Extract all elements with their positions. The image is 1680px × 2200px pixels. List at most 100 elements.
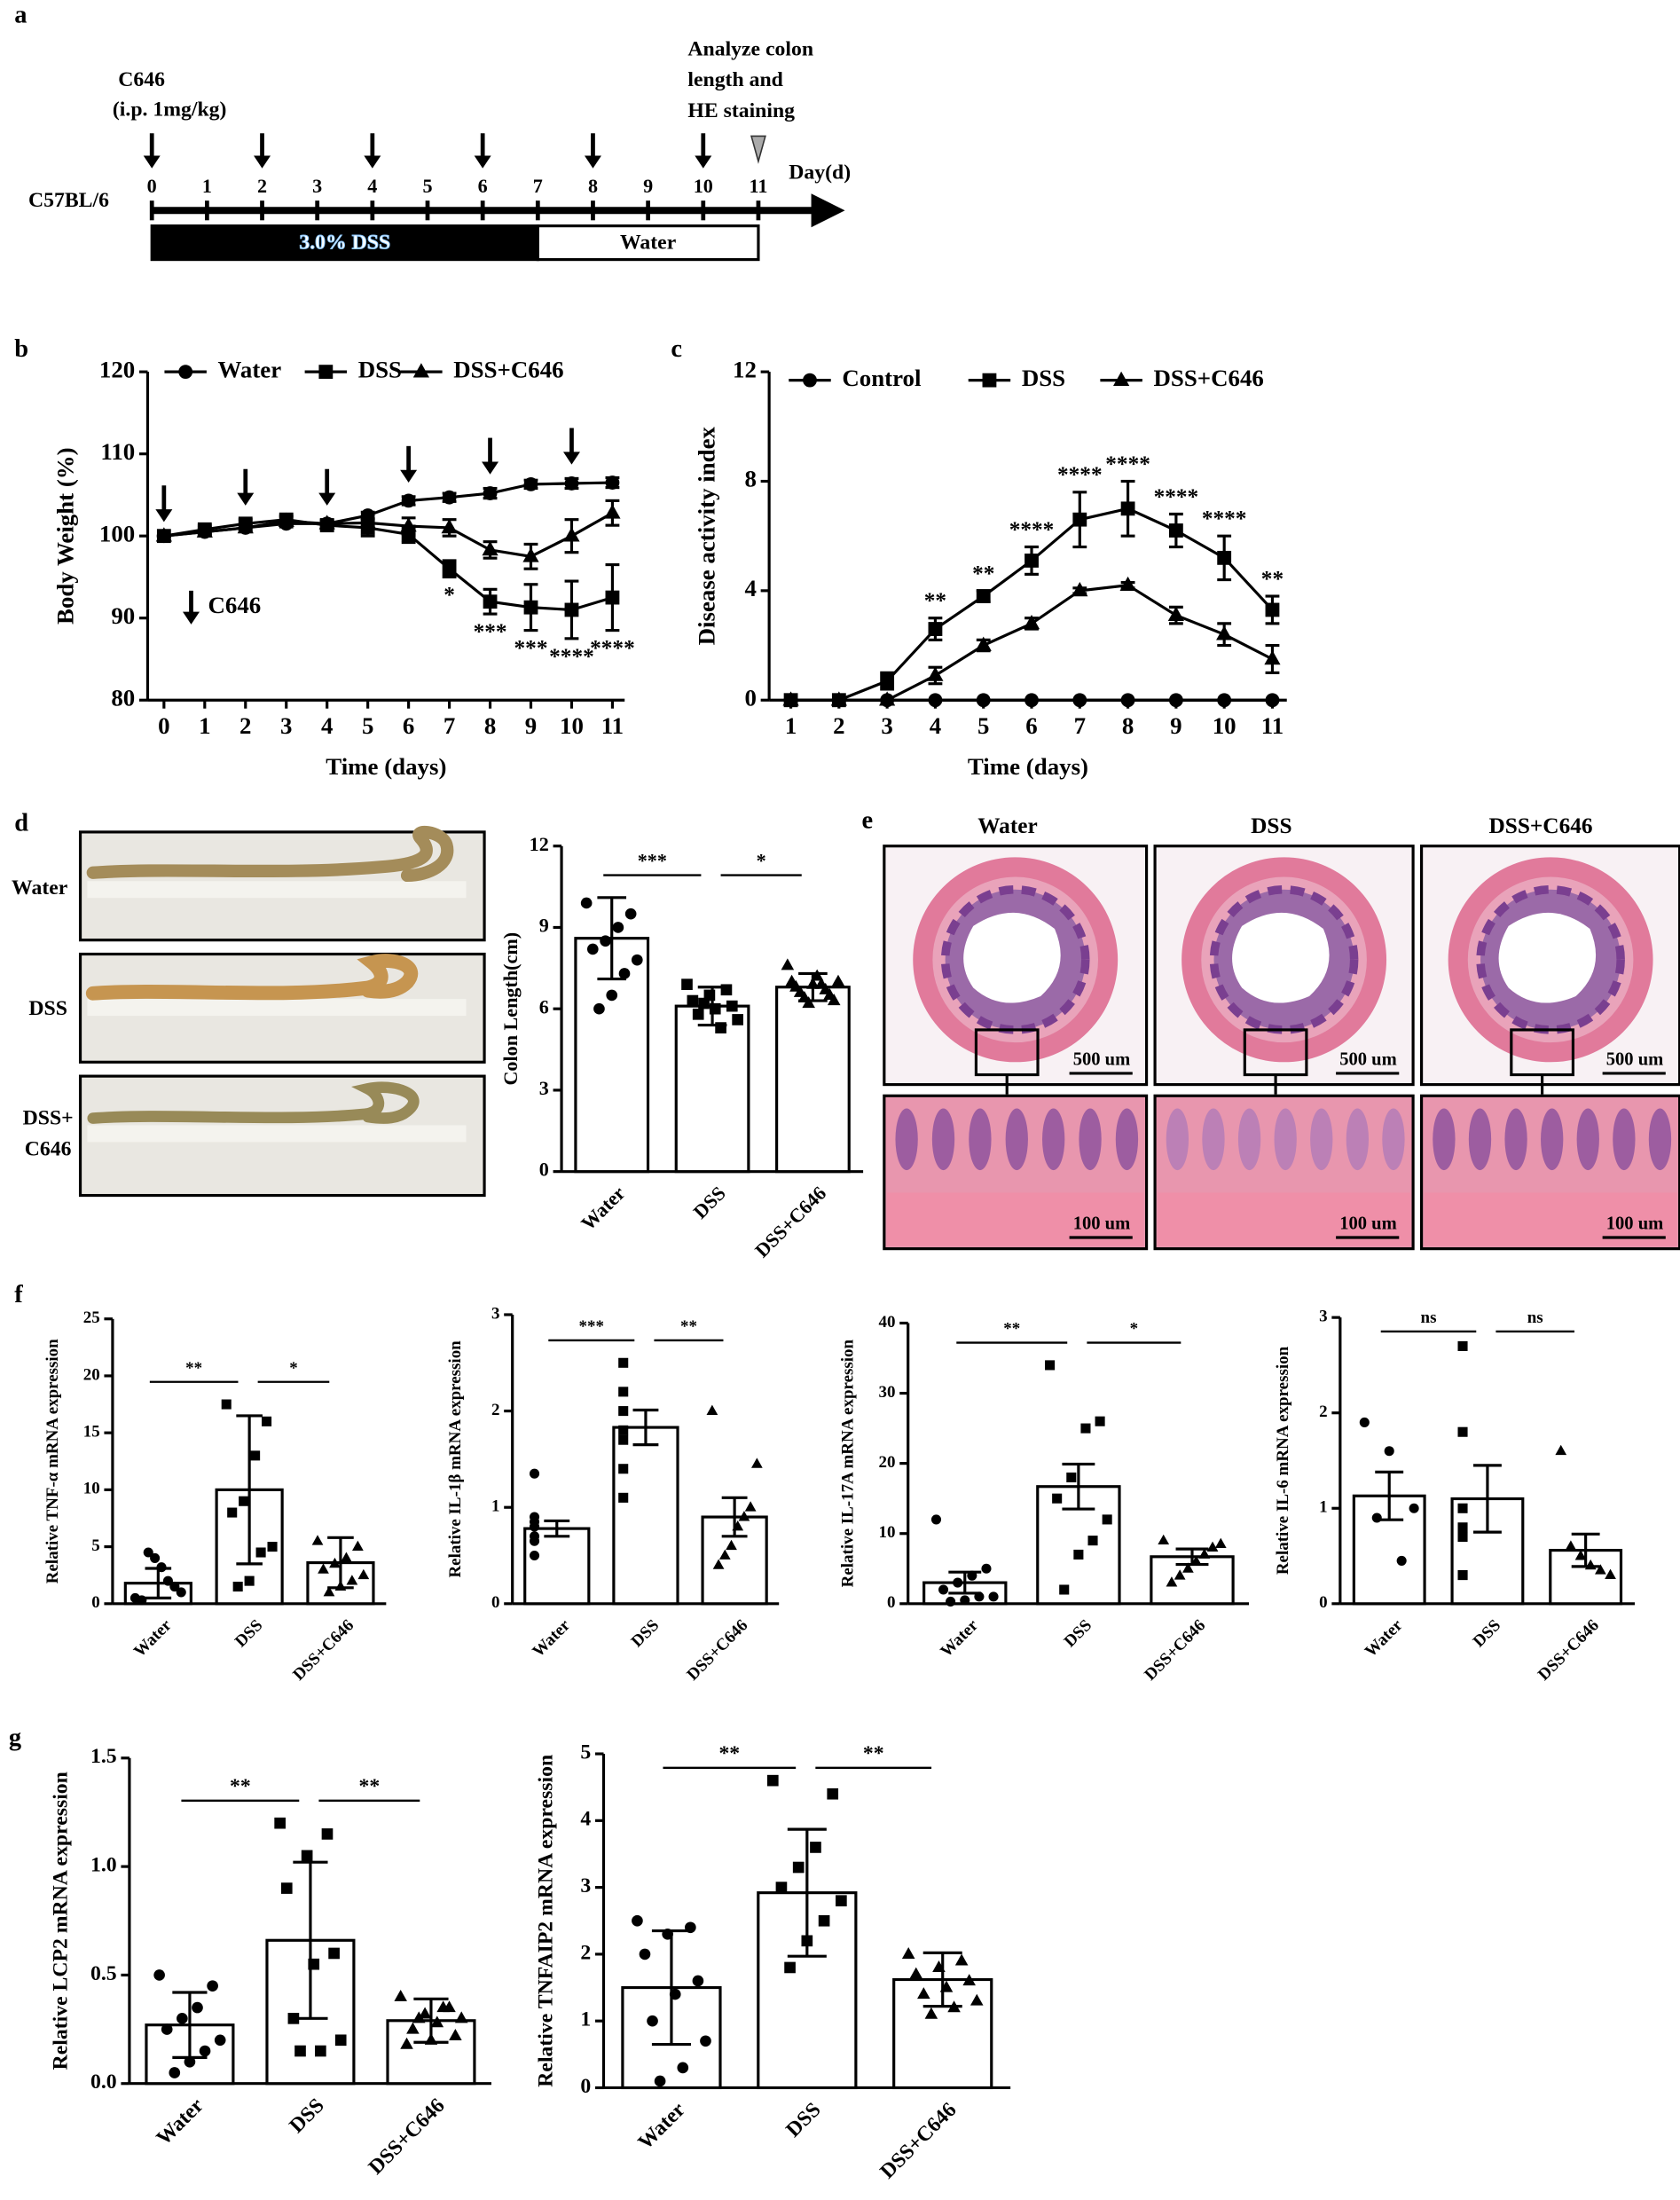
x-tick-label: Water [634,2098,690,2154]
significance-label: *** [638,849,667,871]
x-tick-label: 8 [1122,712,1134,739]
data-point [418,2007,432,2019]
x-tick-label: DSS [781,2098,825,2141]
crypt [1346,1108,1370,1171]
data-point [442,490,457,505]
crypt [1115,1108,1139,1171]
data-point [334,2034,347,2047]
data-point [1045,1360,1056,1371]
data-point [1073,1549,1084,1560]
x-tick-label: Water [153,2094,208,2149]
data-point [294,2045,306,2057]
legend-label: DSS+C646 [453,356,563,382]
x-tick-label: DSS [1061,1616,1095,1651]
data-point [1168,523,1183,538]
x-tick-label: DSS+C646 [875,2098,961,2183]
significance-label: ** [185,1359,202,1378]
data-point [1080,1423,1091,1434]
crypt [969,1108,992,1171]
scale-bar-label: 100 um [1606,1214,1664,1233]
data-point [981,1563,992,1574]
data-point [1119,576,1136,592]
y-tick-label: 0 [1319,1593,1327,1612]
significance-label: *** [579,1317,604,1336]
data-point [938,1584,949,1595]
significance-label: *** [474,619,507,644]
legend-marker [412,363,429,378]
data-point [1166,1576,1178,1587]
period-bar [150,224,539,262]
y-tick-label: 2 [1319,1402,1327,1421]
y-tick-label: 20 [83,1365,100,1384]
injection-arrow-head [474,155,491,169]
data-point [267,1542,278,1552]
legend-marker [1113,371,1130,386]
bar [612,1426,679,1606]
panel-label: d [14,810,28,837]
injection-arrow-head [143,155,161,169]
colon [86,825,454,883]
data-point [1457,1340,1468,1351]
significance-label: ** [718,1742,740,1765]
bar [775,986,851,1174]
data-point [1264,650,1281,665]
data-point [169,1582,180,1592]
x-tick-label: Water [529,1615,574,1661]
data-point [239,1496,249,1506]
y-tick-label: 0 [744,684,756,711]
y-tick-label: 8 [744,466,756,492]
data-point [605,590,620,605]
crypt [1613,1108,1636,1171]
data-point [321,1828,334,1840]
data-point [1409,1503,1419,1513]
injection-arrow-head [400,469,418,483]
data-point [618,968,631,979]
significance-label: ** [359,1775,381,1798]
data-point [784,1961,796,1974]
analysis-marker [750,135,766,164]
data-point [352,1540,364,1552]
data-point [612,922,624,933]
data-point [1167,606,1184,621]
data-point [400,2037,413,2049]
data-point [221,1399,232,1410]
significance-label: **** [1057,462,1103,487]
crypt [1202,1108,1225,1171]
data-point [946,1596,956,1607]
data-point [1605,1568,1616,1579]
data-point [287,2013,300,2024]
data-point [618,1406,629,1417]
data-point [606,989,618,1002]
data-point [970,1993,984,2006]
data-point [947,2000,961,2013]
x-tick-label: 4 [321,712,333,739]
day-label: 9 [643,175,653,197]
significance-label: ** [972,561,994,585]
data-point [732,1014,743,1025]
x-tick-label: DSS+C646 [683,1616,751,1685]
y-tick-label: 12 [733,356,757,382]
data-point [529,1536,540,1546]
y-axis-label: Body Weight (%) [51,447,78,625]
data-point [237,519,254,534]
data-point [766,1774,779,1787]
data-point [818,1914,830,1927]
y-tick-label: 2 [491,1401,499,1419]
data-point [744,1501,757,1512]
data-point [153,1969,165,1981]
data-point [318,1563,329,1574]
data-point [280,1882,293,1894]
data-point [685,1921,696,1934]
y-tick-label: 3 [1319,1308,1327,1326]
panel-label: e [862,806,874,834]
data-point [618,1425,629,1435]
y-tick-label: 4 [744,575,756,601]
data-point [169,2067,181,2078]
data-point [311,1535,324,1545]
y-tick-label: 80 [111,684,135,711]
panel-label: g [9,1725,21,1752]
y-axis-label: Colon Length(cm) [499,932,522,1086]
data-point [1574,1550,1587,1560]
y-tick-label: 120 [99,356,135,382]
data-point [706,1404,718,1416]
